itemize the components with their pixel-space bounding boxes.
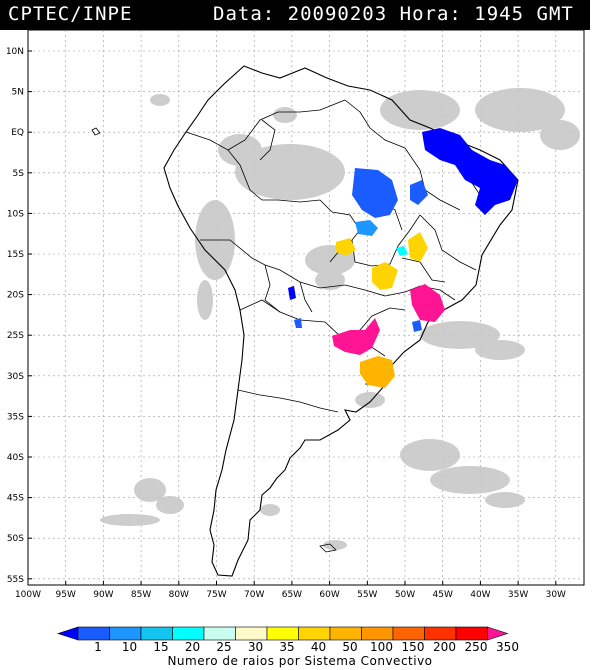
south-america-outline (163, 65, 519, 577)
west-blue-storm (288, 286, 296, 300)
convective-systems (288, 128, 518, 388)
lon-tick-label: 55W (357, 590, 377, 600)
colorbar (57, 626, 509, 641)
colorbar-swatch (361, 626, 394, 641)
lat-tick-label: 5N (12, 88, 24, 98)
latitude-labels: 10N 5N EQ 5S 10S 15S 20S 25S 30S 35S 40S 45S 50S 55S (6, 47, 32, 585)
lon-tick-label: 85W (131, 590, 151, 600)
colorbar-swatch (329, 626, 362, 641)
colorbar-tick-label: 40 (311, 640, 326, 654)
colorbar-tick-label: 50 (342, 640, 357, 654)
colorbar-swatch (455, 626, 488, 641)
amazon-east-storm-2 (410, 180, 428, 205)
legend-title: Numero de raios por Sistema Convectivo (167, 654, 433, 668)
colorbar-tick-label: 200 (433, 640, 456, 654)
lat-tick-label: 10S (7, 209, 24, 219)
lat-tick-label: 25S (7, 331, 24, 341)
lat-tick-label: 40S (7, 453, 24, 463)
lon-tick-label: 30W (546, 590, 566, 600)
lat-tick-label: 15S (7, 250, 24, 260)
lon-tick-label: 90W (93, 590, 113, 600)
ne-coast-storm (422, 128, 518, 215)
colorbar-tick-label: 350 (496, 640, 519, 654)
time-label: Hora: (399, 3, 462, 25)
colorbar-tick-label: 1 (94, 640, 102, 654)
cyan-storm (396, 246, 408, 256)
amazon-east-storm (352, 168, 398, 218)
lat-tick-label: 35S (7, 412, 24, 422)
colorbar-swatch (77, 626, 110, 641)
date-value: 20090203 (287, 3, 388, 25)
colorbar-tick-label: 10 (122, 640, 137, 654)
colorbar-swatch (392, 626, 425, 641)
lat-tick-label: EQ (11, 128, 24, 138)
lat-tick-label: 55S (7, 575, 24, 585)
lon-tick-label: 80W (169, 590, 189, 600)
colorbar-tick-label: 250 (465, 640, 488, 654)
time-value: 1945 (474, 3, 525, 25)
lon-tick-label: 100W (15, 590, 41, 600)
central-storm (336, 238, 356, 256)
colorbar-swatch (424, 626, 457, 641)
lon-tick-label: 45W (433, 590, 453, 600)
longitude-labels: 100W 95W 90W 85W 80W 75W 70W 65W 60W 55W 50W 45W 40W… (15, 581, 566, 600)
paraguay-storm (332, 318, 380, 355)
lon-tick-label: 60W (319, 590, 339, 600)
colorbar-swatch (140, 626, 173, 641)
central-storm-2 (408, 232, 428, 262)
timestamp-label: Data: 20090203 Hora: 1945 GMT (213, 3, 574, 25)
islands (91, 127, 337, 553)
colorbar-ticks: 1 10 15 20 25 30 35 40 50 100 150 200 250 350 (94, 640, 519, 654)
lon-tick-label: 35W (508, 590, 528, 600)
source-label: CPTEC/INPE (8, 3, 133, 25)
colorbar-tick-label: 25 (216, 640, 231, 654)
southeast-storm (410, 284, 445, 322)
lon-tick-label: 70W (244, 590, 264, 600)
lon-tick-label: 75W (206, 590, 226, 600)
uruguay-storm (360, 356, 395, 388)
colorbar-tick-label: 100 (370, 640, 393, 654)
central-blue-storm (355, 220, 378, 236)
lon-tick-label: 95W (56, 590, 76, 600)
colorbar-swatch (298, 626, 331, 641)
colorbar-tick-label: 35 (279, 640, 294, 654)
lat-tick-label: 20S (7, 291, 24, 301)
central-storm-3 (372, 262, 398, 290)
lat-tick-label: 5S (13, 169, 25, 179)
lon-tick-label: 50W (395, 590, 415, 600)
small-blue-storm (294, 318, 302, 328)
lat-tick-label: 30S (7, 372, 24, 382)
colorbar-swatch (172, 626, 205, 641)
colorbar-tick-label: 15 (153, 640, 168, 654)
timezone-label: GMT (536, 3, 574, 25)
south-blue-storm (412, 320, 422, 332)
colorbar-tick-label: 20 (185, 640, 200, 654)
lat-tick-label: 10N (6, 47, 24, 57)
colorbar-swatch (109, 626, 142, 641)
colorbar-swatch (203, 626, 236, 641)
colorbar-min-arrow (57, 626, 79, 641)
title-bar: CPTEC/INPE Data: 20090203 Hora: 1945 GMT (0, 0, 590, 30)
colorbar-swatch (235, 626, 268, 641)
colorbar-max-arrow (487, 626, 509, 641)
lat-tick-label: 45S (7, 494, 24, 504)
cloud-cover (100, 88, 580, 550)
lat-tick-label: 50S (7, 534, 24, 544)
colorbar-tick-label: 150 (402, 640, 425, 654)
colorbar-tick-label: 30 (248, 640, 263, 654)
colorbar-swatch (266, 626, 299, 641)
lon-tick-label: 40W (470, 590, 490, 600)
lon-tick-label: 65W (282, 590, 302, 600)
date-label: Data: (213, 3, 276, 25)
